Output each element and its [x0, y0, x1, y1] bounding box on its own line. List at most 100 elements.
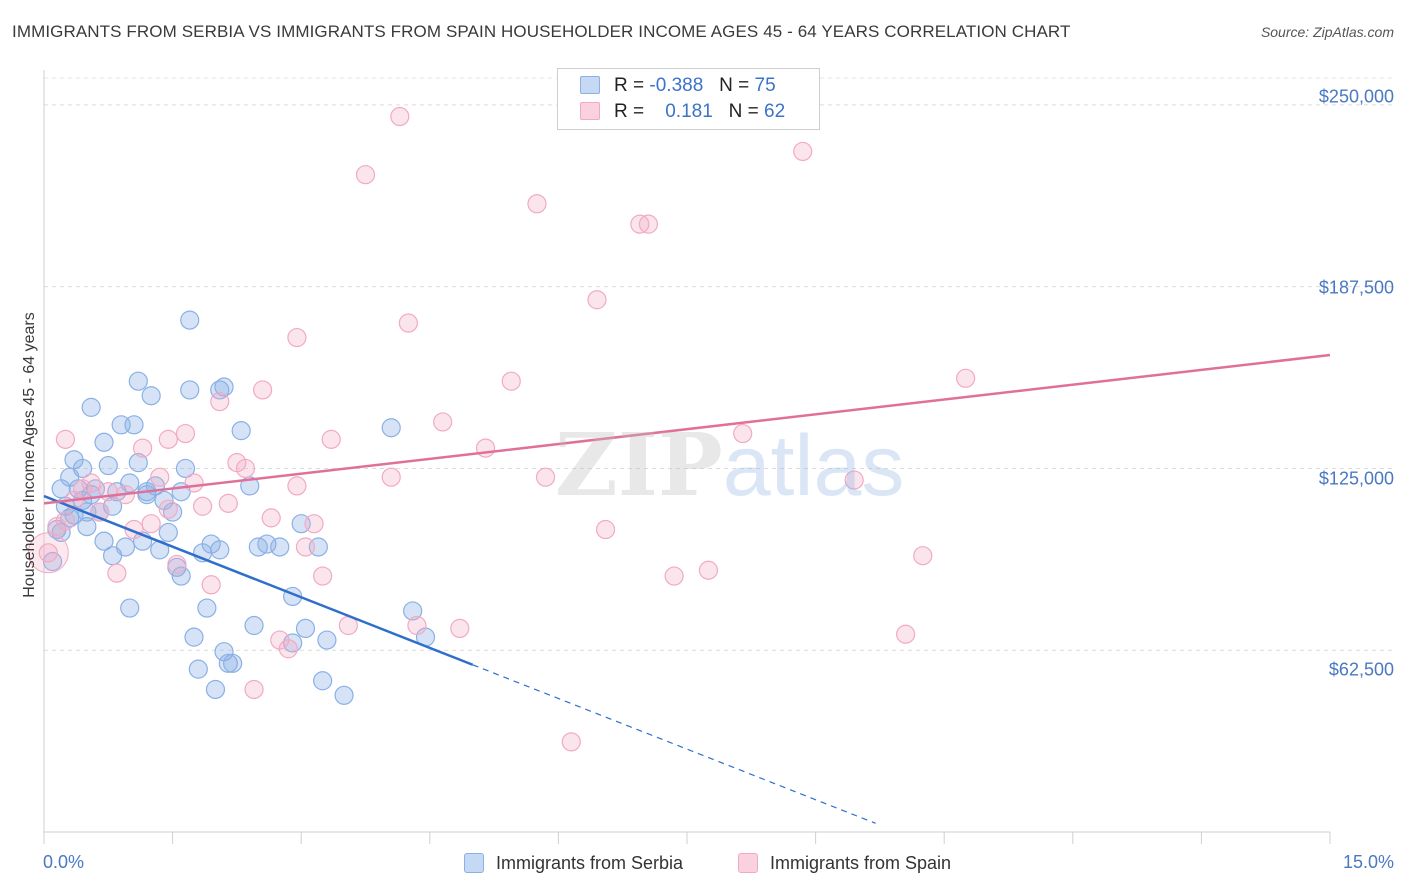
spain-point [390, 106, 410, 127]
spain-point [321, 429, 341, 449]
spain-point [501, 371, 521, 391]
spain-point [398, 313, 418, 333]
serbia-point [128, 453, 148, 473]
serbia-point [381, 418, 401, 438]
serbia-point [175, 458, 196, 479]
spain-point [167, 554, 187, 575]
spain-point [527, 194, 547, 214]
serbia-point [244, 615, 264, 636]
spain-point [150, 467, 170, 487]
serbia-point [81, 397, 101, 417]
y-tick-label: $250,000 [1318, 86, 1394, 107]
axes [43, 70, 1331, 844]
spain-point [81, 473, 101, 493]
y-tick-label: $62,500 [1328, 659, 1394, 680]
spain-point [561, 732, 581, 752]
spain-point [253, 380, 273, 400]
spain-point [433, 412, 453, 432]
y-axis-label: Householder Income Ages 45 - 64 years [21, 312, 38, 598]
serbia-point [158, 522, 178, 543]
serbia-point [94, 531, 114, 551]
serbia-point [180, 310, 200, 330]
trend-lines [43, 353, 1331, 824]
spain-point [201, 575, 221, 595]
serbia-point [141, 386, 161, 406]
serbia-point [128, 371, 148, 391]
serbia-point [334, 685, 354, 705]
spain-point [175, 423, 196, 444]
grid-lines [44, 77, 1395, 651]
y-tick-label: $187,500 [1318, 277, 1394, 298]
spain-point [193, 496, 213, 516]
source-note: Source: ZipAtlas.com [1260, 24, 1394, 40]
spain-point [158, 429, 178, 449]
spain-point [210, 391, 230, 412]
spain-point [595, 519, 616, 540]
spain-point [287, 476, 307, 496]
spain-point [55, 429, 76, 449]
spain-point [287, 327, 307, 348]
spain-legend-swatch [738, 853, 758, 873]
spain-point [38, 543, 58, 563]
spain-point [844, 470, 864, 490]
spain-point [793, 141, 813, 162]
spain-point [587, 290, 607, 310]
spain-point [158, 499, 178, 519]
spain-point [141, 514, 161, 534]
correlation-legend: R = -0.388 N = 75 R = 0.181 N = 62 [557, 68, 820, 130]
spain-point [107, 563, 127, 583]
y-tick-label: $125,000 [1318, 468, 1394, 489]
spain-point [304, 514, 324, 534]
spain-point [535, 467, 556, 487]
serbia-point [77, 517, 97, 537]
serbia-point [180, 380, 200, 400]
legend-row-spain: R = 0.181 N = 62 [580, 101, 785, 125]
spain-point [244, 679, 264, 700]
watermark: ZIPatlas [555, 415, 905, 516]
serbia-point [72, 458, 93, 479]
spain-point [733, 423, 753, 444]
x-tick-label-max: 15.0% [1342, 852, 1394, 872]
spain-point [98, 482, 118, 502]
serbia-point [295, 618, 316, 639]
serbia-point [403, 601, 423, 621]
spain-swatch [580, 102, 600, 120]
serbia-point [218, 653, 238, 673]
bottom-legend-spain: Immigrants from Spain [738, 853, 951, 874]
spain-trend-line [43, 353, 1331, 505]
serbia-point [42, 551, 63, 572]
serbia-point [184, 627, 204, 647]
serbia-point [210, 540, 230, 560]
spain-point [55, 511, 76, 531]
spain-point [27, 532, 69, 574]
spain-point [450, 618, 470, 639]
serbia-point [94, 432, 114, 452]
serbia-point [313, 671, 333, 691]
x-tick-label-min: 0.0% [43, 852, 85, 872]
serbia-point [115, 537, 136, 557]
spain-point [381, 467, 401, 487]
spain-point [638, 214, 659, 234]
legend-row-serbia: R = -0.388 N = 75 [580, 75, 776, 99]
serbia-point [214, 377, 234, 397]
spain-point [295, 537, 316, 557]
spain-point [184, 473, 204, 493]
serbia-trend-extension [472, 664, 876, 824]
chart-title: IMMIGRANTS FROM SERBIA VS IMMIGRANTS FRO… [12, 22, 1071, 41]
serbia-point [137, 485, 157, 505]
serbia-point [231, 421, 251, 441]
serbia-point [120, 473, 140, 493]
serbia-point [317, 630, 337, 650]
spain-point [218, 493, 238, 513]
spain-point [235, 458, 256, 479]
bottom-legend-serbia: Immigrants from Serbia [464, 853, 683, 874]
spain-point [407, 615, 427, 636]
spain-point [913, 546, 933, 566]
spain-point [956, 368, 976, 388]
serbia-point [124, 415, 144, 435]
spain-point [313, 566, 333, 586]
serbia-swatch [580, 76, 600, 94]
spain-point [278, 639, 298, 659]
serbia-legend-swatch [464, 853, 484, 873]
